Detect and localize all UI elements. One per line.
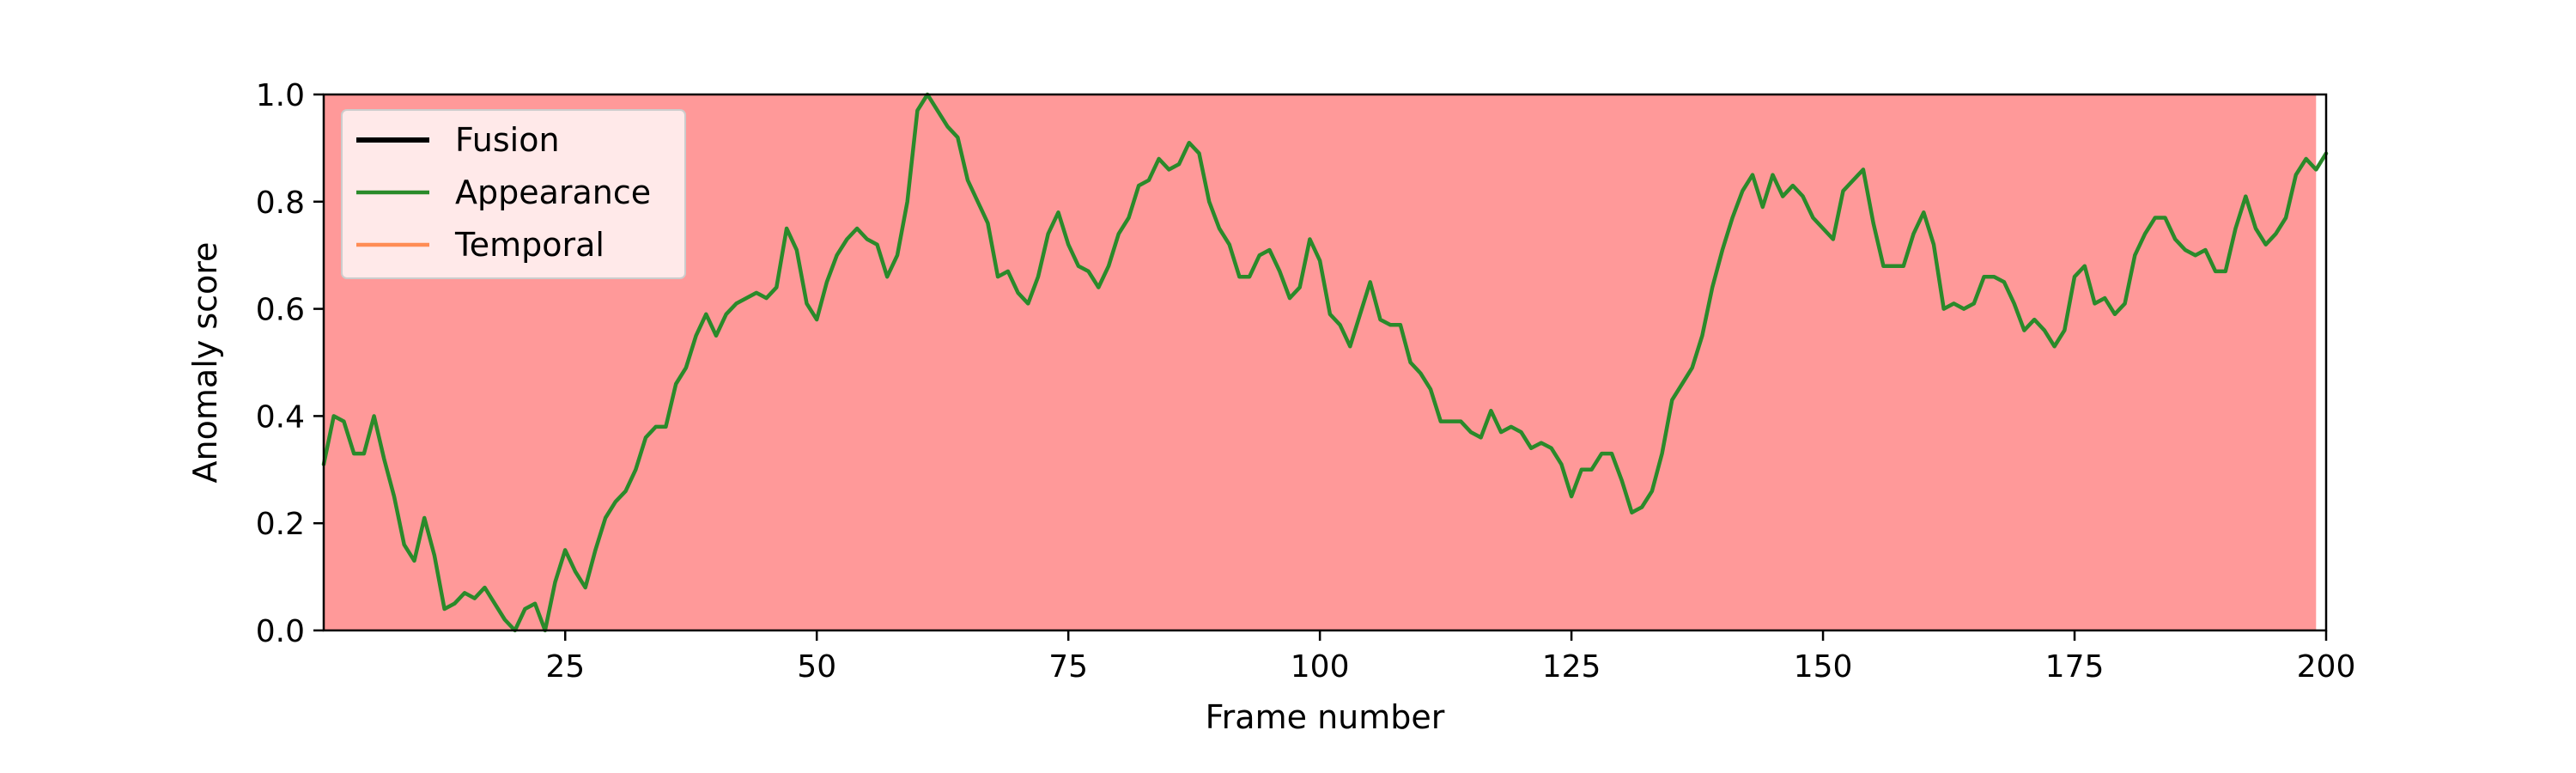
y-axis-ticks: 0.0 0.2 0.4 0.6 0.8 1.0 (256, 78, 324, 649)
y-tick-label: 0.4 (256, 399, 305, 435)
series-layer (321, 92, 2329, 633)
legend: Fusion Appearance Temporal (341, 109, 686, 279)
legend-box (341, 109, 686, 279)
x-tick-label: 50 (797, 649, 836, 685)
y-tick-label: 0.0 (256, 614, 305, 649)
x-tick-label: 75 (1048, 649, 1088, 685)
y-tick-label: 1.0 (256, 78, 305, 113)
series-line-appearance (321, 92, 2329, 633)
x-tick-label: 25 (545, 649, 585, 685)
legend-label-appearance: Appearance (455, 173, 651, 211)
x-tick-label: 175 (2045, 649, 2105, 685)
x-tick-label: 100 (1291, 649, 1350, 685)
legend-label-fusion: Fusion (455, 121, 560, 159)
x-tick-label: 125 (1542, 649, 1601, 685)
y-tick-label: 0.8 (256, 186, 305, 221)
y-axis-label: Anomaly score (186, 242, 224, 484)
y-tick-label: 0.2 (256, 507, 305, 542)
x-tick-label: 200 (2297, 649, 2356, 685)
legend-label-temporal: Temporal (454, 226, 605, 264)
plot-frame (322, 93, 2328, 632)
x-axis-ticks: 25 50 75 100 125 150 175 200 (545, 630, 2355, 685)
y-tick-label: 0.6 (256, 293, 305, 328)
x-axis-label: Frame number (1206, 698, 1445, 736)
x-tick-label: 150 (1794, 649, 1853, 685)
